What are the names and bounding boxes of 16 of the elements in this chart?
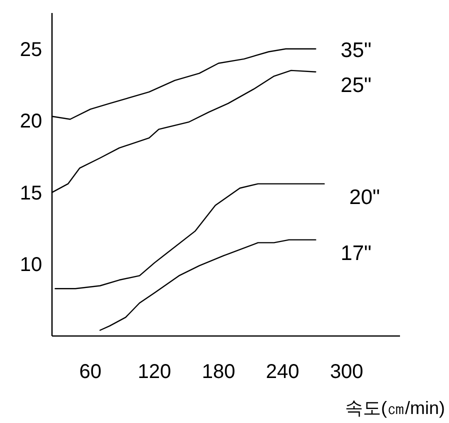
series-label: 20" xyxy=(349,186,380,209)
y-tick-label: 10 xyxy=(20,254,42,276)
x-tick-label: 120 xyxy=(138,361,172,383)
y-tick-label: 25 xyxy=(20,38,42,61)
x-tick-label: 240 xyxy=(266,361,300,383)
x-tick-label: 300 xyxy=(330,361,364,383)
series-label: 35" xyxy=(340,38,372,62)
x-tick-label: 180 xyxy=(202,361,236,383)
line-series xyxy=(54,183,325,290)
y-tick-label: 20 xyxy=(20,110,42,133)
series-label: 25" xyxy=(340,74,372,97)
series-label: 17" xyxy=(340,242,372,265)
x-tick-label: 60 xyxy=(79,361,102,383)
y-tick-label: 15 xyxy=(20,182,42,204)
x-axis-title: 속도(㎝/min) xyxy=(345,398,445,418)
line-series xyxy=(99,239,316,331)
